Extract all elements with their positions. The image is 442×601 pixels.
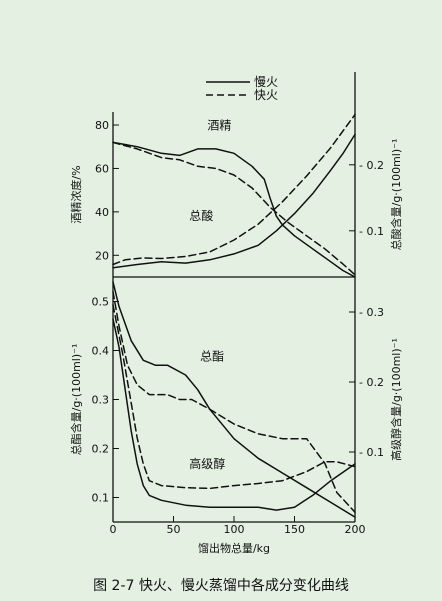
x-tick-label: 200 xyxy=(345,523,366,536)
series-annotation: 总酸 xyxy=(189,208,213,223)
left-tick-label: 20 xyxy=(95,249,109,262)
legend-label: 慢火 xyxy=(254,75,278,89)
series-line-总酸-dashed xyxy=(112,113,356,266)
series-line-总酯-dashed xyxy=(112,290,356,513)
chart-marks: 20 40 60 80 - 0.1 - 0.2 酒精浓度/% 总酸含量/g·(100ml)⁻¹… xyxy=(69,113,403,518)
left-axis-title: 酒精浓度/% xyxy=(69,165,83,223)
series-line-总酸-solid xyxy=(112,133,356,269)
right-axis-title: 总酸含量/g·(100ml)⁻¹ xyxy=(389,139,403,251)
legend-label: 快火 xyxy=(254,88,278,102)
left-tick-label: 80 xyxy=(95,119,109,132)
x-tick-label: 100 xyxy=(224,523,245,536)
x-tick-label: 150 xyxy=(284,523,305,536)
figure-caption: 图 2-7 快火、慢火蒸馏中各成分变化曲线 xyxy=(93,577,349,594)
right-tick-label: - 0.3 xyxy=(359,306,384,319)
plot-frames: 0 50 100 150 200 xyxy=(110,72,366,536)
series-annotation: 高级醇 xyxy=(189,456,225,471)
right-tick-label: - 0.1 xyxy=(359,446,384,459)
series-line-高级醇-solid xyxy=(112,318,356,511)
series-annotation: 酒精 xyxy=(207,118,231,132)
right-tick-label: - 0.2 xyxy=(359,159,384,172)
series-line-酒精-dashed xyxy=(112,141,356,276)
series-annotation: 总酯 xyxy=(200,349,224,363)
panel-bottom: 0.1 0.2 0.3 0.4 0.5 - 0.1 - 0.2 - 0.3 总酯含量/g·(10… xyxy=(69,281,403,518)
left-tick-label: 60 xyxy=(95,162,109,175)
x-axis-title: 馏出物总量/kg xyxy=(198,541,270,555)
right-tick-label: - 0.2 xyxy=(359,376,384,389)
left-tick-label: 40 xyxy=(95,206,109,219)
left-tick-label: 0.4 xyxy=(92,345,110,358)
series-line-总酯-solid xyxy=(112,281,356,518)
left-axis-title: 总酯含量/g·(100ml)⁻¹ xyxy=(69,344,83,456)
right-tick-label: - 0.1 xyxy=(359,225,384,238)
panel-top: 20 40 60 80 - 0.1 - 0.2 酒精浓度/% 总酸含量/g·(100ml)⁻¹… xyxy=(69,113,403,278)
right-axis-title: 高级醇含量/g·(100ml)⁻¹ xyxy=(389,338,403,461)
x-tick-label: 0 xyxy=(110,523,117,536)
left-tick-label: 0.5 xyxy=(92,296,110,309)
left-tick-label: 0.2 xyxy=(92,443,110,456)
x-tick-label: 50 xyxy=(167,523,181,536)
series-line-高级醇-dashed xyxy=(112,304,356,490)
left-tick-label: 0.1 xyxy=(92,492,110,505)
series-line-酒精-solid xyxy=(112,141,356,278)
left-tick-label: 0.3 xyxy=(92,394,110,407)
